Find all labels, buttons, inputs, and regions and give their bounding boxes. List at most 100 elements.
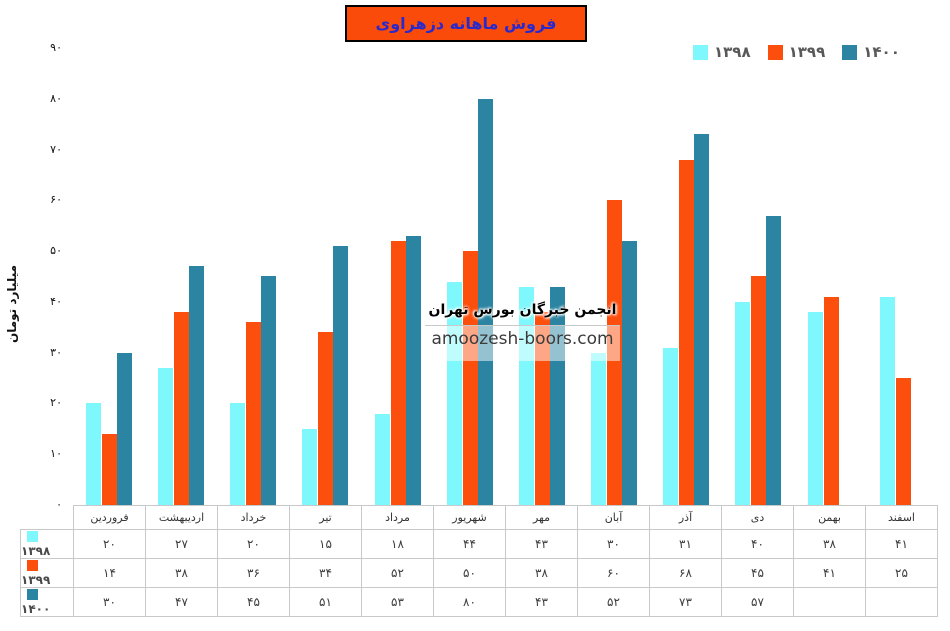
value-cell: ۶۰ <box>577 558 650 588</box>
legend-label: ۱۳۹۹ <box>788 43 826 61</box>
month-header-cell: خرداد <box>217 505 290 530</box>
month-header-cell: تیر <box>289 505 362 530</box>
watermark-divider <box>425 325 620 326</box>
value-cell: ۳۰ <box>73 587 146 617</box>
y-tick-label: ۲۰ <box>50 396 62 410</box>
data-table: فروردین اردیبهشت خرداد تیر مرداد شهریور مهر آبا… <box>20 505 938 617</box>
month-header-cell: فروردین <box>73 505 146 530</box>
value-cell: ۵۱ <box>289 587 362 617</box>
bar <box>679 160 695 505</box>
month-header-cell: بهمن <box>793 505 866 530</box>
y-tick-label: ۸۰ <box>50 91 62 105</box>
bar <box>86 403 101 505</box>
y-tick-label: ۹۰ <box>50 40 62 54</box>
bar <box>158 368 174 505</box>
month-header-cell: آبان <box>577 505 650 530</box>
bar <box>405 236 421 505</box>
chart-title-box: فروش ماهانه دزهراوی <box>345 5 587 42</box>
value-cell: ۷۳ <box>649 587 722 617</box>
watermark-title: انجمن خبرگان بورس تهران <box>428 302 617 318</box>
series-swatch-icon <box>27 560 38 571</box>
series-label-cell: ۱۴۰۰ <box>20 587 74 617</box>
bar <box>230 403 246 505</box>
value-cell: ۴۴ <box>433 529 506 559</box>
bar <box>823 297 839 505</box>
month-header-cell: آذر <box>649 505 722 530</box>
value-cell: ۴۵ <box>217 587 290 617</box>
y-tick-label: ۰ <box>56 498 62 511</box>
legend-label: ۱۴۰۰ <box>863 43 900 61</box>
value-cell: ۸۰ <box>433 587 506 617</box>
value-cell: ۴۳ <box>505 529 578 559</box>
value-cell: ۱۸ <box>361 529 434 559</box>
value-cell: ۴۰ <box>721 529 794 559</box>
legend-swatch-icon <box>767 44 783 60</box>
y-axis-label: میلیارد تومان <box>5 264 19 344</box>
watermark: انجمن خبرگان بورس تهران amoozesh-boors.c… <box>425 302 620 361</box>
value-cell: ۵۰ <box>433 558 506 588</box>
value-cell: ۴۳ <box>505 587 578 617</box>
value-cell: ۳۴ <box>289 558 362 588</box>
bar <box>318 332 334 505</box>
month-header-cell: دی <box>721 505 794 530</box>
month-header-cell: مرداد <box>361 505 434 530</box>
value-cell: ۶۸ <box>649 558 722 588</box>
value-cell: ۴۱ <box>865 529 938 559</box>
bar <box>189 266 205 505</box>
series-year-label: ۱۳۹۹ <box>21 573 51 587</box>
month-header-cell: اسفند <box>865 505 938 530</box>
value-cell: ۳۸ <box>793 529 866 559</box>
legend-label: ۱۳۹۸ <box>714 43 751 61</box>
legend-swatch-icon <box>693 44 708 60</box>
bar <box>374 414 390 505</box>
month-header-cell: شهریور <box>433 505 506 530</box>
bar <box>766 216 782 505</box>
bar <box>462 251 478 505</box>
value-cell: ۱۵ <box>289 529 362 559</box>
chart-title: فروش ماهانه دزهراوی <box>375 14 557 33</box>
legend-item: ۱۴۰۰ <box>842 43 900 61</box>
value-cell: ۲۵ <box>865 558 938 588</box>
value-cell <box>793 587 866 617</box>
month-header-cell: اردیبهشت <box>145 505 218 530</box>
bar <box>477 99 493 505</box>
value-cell: ۲۷ <box>145 529 218 559</box>
legend-swatch-icon <box>842 44 858 60</box>
value-cell: ۴۷ <box>145 587 218 617</box>
value-cell: ۳۸ <box>505 558 578 588</box>
value-cell: ۴۱ <box>793 558 866 588</box>
value-cell: ۵۷ <box>721 587 794 617</box>
bar <box>879 297 895 505</box>
bar <box>174 312 190 505</box>
value-cell: ۲۰ <box>73 529 146 559</box>
bar <box>663 348 679 505</box>
series-swatch-icon <box>27 589 38 600</box>
bar <box>261 276 277 505</box>
y-tick-label: ۶۰ <box>50 193 62 207</box>
bar <box>751 276 767 505</box>
value-cell: ۳۱ <box>649 529 722 559</box>
bar <box>622 241 638 505</box>
y-tick-label: ۵۰ <box>50 244 62 258</box>
value-cell <box>865 587 938 617</box>
series-label-cell: ۱۳۹۹ <box>20 558 74 588</box>
y-tick-label: ۳۰ <box>50 345 62 359</box>
legend: ۱۳۹۸ ۱۳۹۹ ۱۴۰۰ <box>693 43 900 61</box>
value-cell: ۵۳ <box>361 587 434 617</box>
bar <box>333 246 349 505</box>
value-cell: ۳۰ <box>577 529 650 559</box>
legend-item: ۱۳۹۸ <box>693 43 751 61</box>
watermark-url: amoozesh-boors.com <box>425 326 620 361</box>
series-label-cell: ۱۳۹۸ <box>20 529 74 559</box>
bar <box>735 302 751 505</box>
series-year-label: ۱۴۰۰ <box>21 602 51 616</box>
value-cell: ۳۶ <box>217 558 290 588</box>
value-cell: ۱۴ <box>73 558 146 588</box>
bar <box>390 241 406 505</box>
value-cell: ۵۲ <box>577 587 650 617</box>
bar <box>246 322 262 505</box>
bar <box>895 378 911 505</box>
month-header-cell: مهر <box>505 505 578 530</box>
bar <box>591 353 607 505</box>
